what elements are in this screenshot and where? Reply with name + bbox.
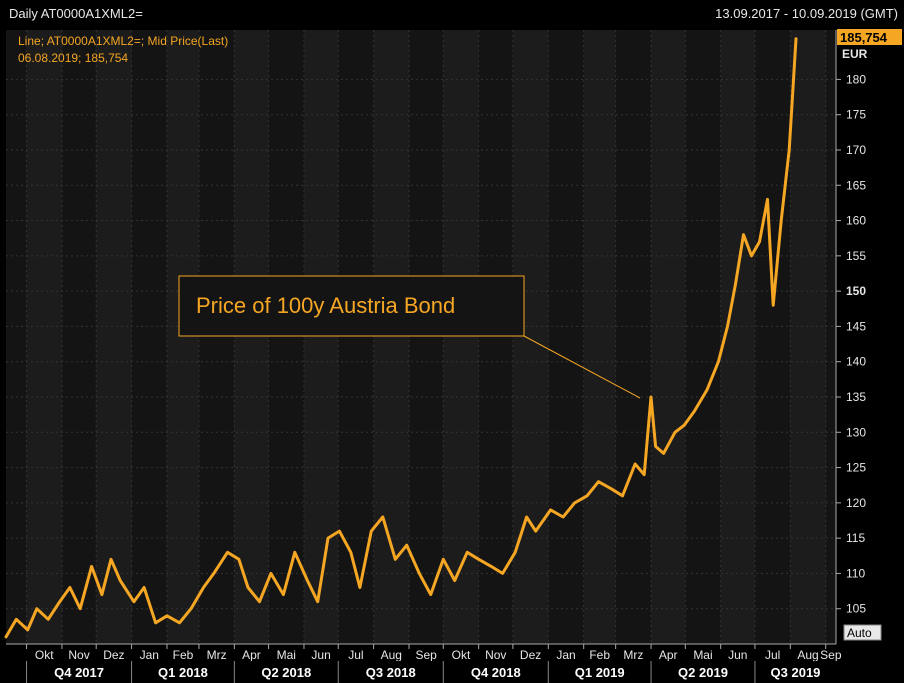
quarter-label: Q3 2018 — [366, 665, 416, 680]
month-band — [234, 30, 269, 644]
x-tick-label: Okt — [35, 648, 54, 662]
y-tick-label: 145 — [846, 319, 866, 333]
x-tick-label: Mrz — [207, 648, 227, 662]
quarter-axis: Q4 2017 Q1 2018 Q2 2018 Q3 2018 Q4 2018 Q1 20… — [0, 661, 904, 683]
auto-scale-button[interactable] — [843, 624, 882, 641]
x-tick-label: Nov — [485, 648, 506, 662]
y-tick-label: 135 — [846, 390, 866, 404]
last-price-value: 185,754 — [840, 30, 888, 45]
month-band — [720, 30, 755, 644]
y-tick-label: 155 — [846, 249, 866, 263]
x-tick-label: Feb — [173, 648, 194, 662]
y-tick-label: 130 — [846, 425, 866, 439]
y-tick-label: 150 — [846, 284, 866, 298]
month-bands — [26, 30, 826, 644]
x-tick-label: Mai — [693, 648, 712, 662]
grid-lines — [6, 30, 836, 644]
x-tick-label: Jul — [348, 648, 363, 662]
series-line-mid-price — [4, 37, 798, 639]
plot-area — [6, 30, 836, 644]
y-tick-label: 140 — [846, 355, 866, 369]
month-band — [443, 30, 479, 644]
legend-line-1: Line; AT0000A1XML2=; Mid Price(Last) — [18, 34, 228, 48]
y-tick-label: 125 — [846, 461, 866, 475]
y-tick-label: 165 — [846, 178, 866, 192]
auto-scale-label: Auto — [847, 626, 872, 640]
x-tick-label: Mai — [277, 648, 296, 662]
y-axis-unit: EUR — [842, 47, 868, 61]
month-band — [790, 30, 826, 644]
month-band — [651, 30, 686, 644]
quarter-label: Q4 2017 — [54, 665, 104, 680]
y-tick-label: 175 — [846, 108, 866, 122]
annotation-text: Price of 100y Austria Bond — [196, 293, 455, 318]
month-band — [166, 30, 199, 644]
x-axis: Okt Nov Dez Jan Feb Mrz Apr Mai Jun Jul Aug Sep Okt N… — [6, 643, 842, 662]
x-tick-label: Apr — [659, 648, 678, 662]
y-tick-label: 160 — [846, 214, 866, 228]
x-tick-label: Dez — [103, 648, 124, 662]
x-tick-label: Apr — [242, 648, 261, 662]
x-tick-label: Sep — [415, 648, 437, 662]
y-axis: 105 110 115 120 125 130 135 140 145 150 155 160 165 1… — [835, 30, 866, 644]
x-tick-label: Jun — [728, 648, 747, 662]
chart-title: Daily AT0000A1XML2= — [9, 6, 143, 21]
x-tick-label: Feb — [589, 648, 610, 662]
x-tick-label: Jan — [140, 648, 159, 662]
x-tick-label: Okt — [452, 648, 471, 662]
x-tick-label: Jul — [765, 648, 780, 662]
legend-line-2: 06.08.2019; 185,754 — [18, 51, 128, 65]
title-bar: Daily AT0000A1XML2= 13.09.2017 - 10.09.2… — [0, 0, 904, 28]
y-tick-label: 120 — [846, 496, 866, 510]
month-band — [26, 30, 62, 644]
y-tick-label: 115 — [846, 531, 865, 545]
quarter-label: Q3 2019 — [771, 665, 821, 680]
month-band — [303, 30, 339, 644]
x-tick-label: Jan — [556, 648, 575, 662]
quarter-label: Q1 2019 — [575, 665, 625, 680]
y-tick-label: 170 — [846, 143, 866, 157]
x-tick-label: Dez — [520, 648, 541, 662]
y-tick-label: 110 — [846, 566, 865, 580]
quarter-label: Q2 2018 — [261, 665, 311, 680]
month-band — [96, 30, 132, 644]
quarter-label: Q2 2019 — [678, 665, 728, 680]
quarter-label: Q4 2018 — [471, 665, 521, 680]
y-tick-label: 105 — [846, 602, 866, 616]
y-tick-label: 180 — [846, 72, 866, 86]
x-tick-label: Mrz — [623, 648, 643, 662]
last-price-badge — [837, 29, 902, 45]
quarter-row — [0, 661, 904, 683]
month-band — [373, 30, 410, 644]
month-band — [583, 30, 616, 644]
x-tick-label: Sep — [820, 648, 842, 662]
annotation-pointer — [523, 335, 641, 399]
annotation-box — [178, 275, 525, 337]
x-tick-label: Aug — [381, 648, 402, 662]
month-band — [512, 30, 549, 644]
quarter-label: Q1 2018 — [158, 665, 208, 680]
x-tick-label: Aug — [797, 648, 818, 662]
x-tick-label: Jun — [311, 648, 330, 662]
x-tick-label: Nov — [68, 648, 89, 662]
date-range-label: 13.09.2017 - 10.09.2019 (GMT) — [715, 6, 898, 21]
